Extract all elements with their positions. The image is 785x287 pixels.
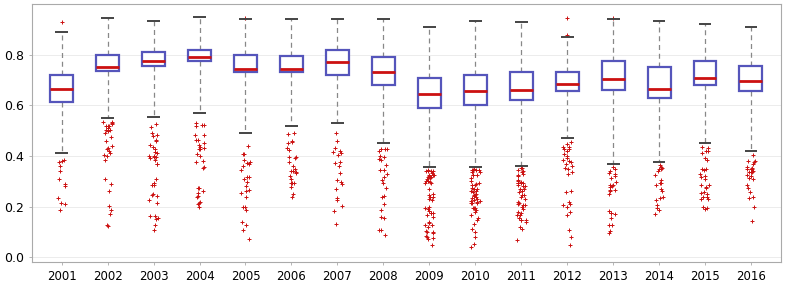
Bar	[326, 50, 349, 75]
Bar	[234, 55, 257, 73]
Bar	[648, 67, 670, 98]
Bar	[188, 50, 211, 61]
Bar	[96, 55, 119, 71]
Bar	[418, 77, 441, 108]
Bar	[280, 56, 303, 73]
Bar	[142, 52, 165, 66]
Bar	[601, 61, 625, 90]
Bar	[739, 66, 762, 92]
Bar	[556, 73, 579, 92]
Bar	[464, 75, 487, 105]
Bar	[372, 57, 395, 85]
Bar	[50, 75, 73, 102]
Bar	[693, 61, 717, 85]
Bar	[509, 73, 533, 100]
